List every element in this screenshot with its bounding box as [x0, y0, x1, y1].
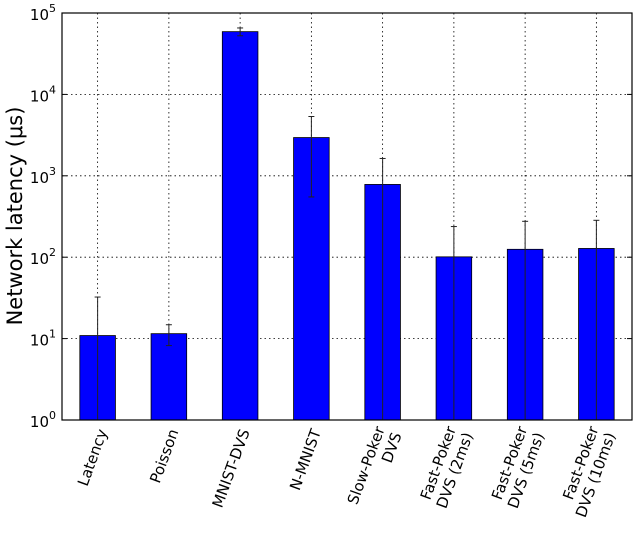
x-tick-label: Slow-PokerDVS	[344, 423, 406, 513]
grid	[62, 12, 632, 421]
x-tick-label: Latency	[74, 426, 111, 488]
x-tick-label: N-MNIST	[286, 426, 325, 493]
y-axis-label: Network latency (μs)	[3, 107, 27, 326]
y-tick-label: 105	[30, 2, 56, 24]
y-tick-label: 101	[30, 328, 56, 350]
y-tick-label: 100	[30, 409, 56, 431]
bar	[150, 333, 188, 421]
x-tick-label: Fast-PokerDVS (5ms)	[487, 423, 548, 511]
bar	[221, 31, 259, 421]
error-bars	[94, 27, 600, 420]
x-tick-label: Poisson	[146, 427, 182, 486]
y-tick-label: 102	[30, 246, 56, 268]
plot-frame	[61, 12, 633, 421]
y-tick-labels: 100 101 102 103 104 105	[30, 2, 56, 431]
x-tick-labels: Latency Poisson MNIST-DVS N-MNIST Slow-Poker…	[74, 423, 620, 520]
x-tick-label: Fast-PokerDVS (10ms)	[555, 423, 620, 520]
x-tick-label: MNIST-DVS	[209, 427, 254, 511]
y-tick-label: 103	[30, 165, 56, 187]
y-tick-label: 104	[30, 83, 56, 105]
x-tick-label: Fast-PokerDVS (2ms)	[416, 423, 477, 511]
bars	[79, 31, 615, 421]
